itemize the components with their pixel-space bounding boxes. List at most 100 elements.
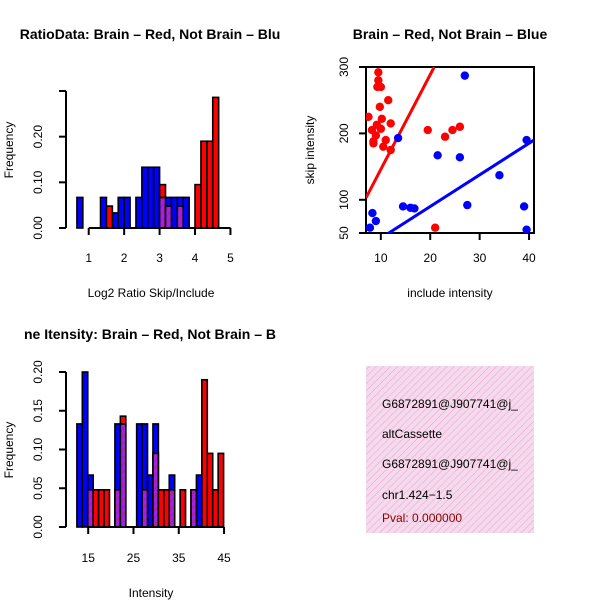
point-brain bbox=[448, 125, 457, 135]
info-pval: Pval: 0.000000 bbox=[382, 511, 462, 525]
x-axis-label: include intensity bbox=[407, 286, 492, 300]
fit-line-brain bbox=[366, 67, 436, 199]
bar-not-brain bbox=[141, 166, 149, 229]
bar-brain bbox=[92, 488, 100, 528]
point-brain bbox=[455, 122, 465, 131]
bar-brain bbox=[97, 488, 105, 528]
chart-title: Brain – Red, Not Brain – Blue bbox=[353, 26, 548, 42]
bar-not-brain bbox=[117, 196, 125, 229]
point-brain bbox=[374, 76, 383, 85]
bar-not-brain bbox=[76, 423, 84, 528]
bar-overlap bbox=[141, 488, 149, 528]
bar-overlap bbox=[190, 488, 198, 528]
bar-not-brain bbox=[146, 166, 155, 229]
bar-brain bbox=[211, 96, 220, 229]
point-not-brain bbox=[522, 225, 531, 233]
point-not-brain bbox=[366, 223, 375, 232]
point-brain bbox=[430, 223, 440, 232]
point-not-brain bbox=[398, 202, 408, 211]
y-tick-label: 0.10 bbox=[31, 170, 45, 194]
y-tick-label: 0.20 bbox=[31, 360, 45, 384]
y-tick-label: 0.20 bbox=[31, 125, 45, 149]
bar-not-brain bbox=[111, 212, 120, 229]
bar-brain bbox=[211, 488, 219, 528]
bar-brain bbox=[163, 488, 171, 528]
point-brain bbox=[384, 96, 393, 105]
y-tick-label: 0.00 bbox=[31, 216, 45, 240]
y-tick-label: 0.05 bbox=[31, 476, 45, 500]
bar-brain bbox=[200, 140, 208, 229]
bar-overlap bbox=[86, 488, 94, 528]
point-not-brain bbox=[460, 71, 470, 80]
bar-brain bbox=[206, 452, 214, 528]
bars-group bbox=[76, 371, 225, 528]
info-line-gene-2: G6872891@J907741@j_ bbox=[382, 457, 518, 471]
x-axis-label: Log2 Ratio Skip/Include bbox=[88, 286, 215, 300]
y-tick-label: 100 bbox=[337, 189, 351, 209]
points-group bbox=[366, 67, 534, 233]
x-tick-label: 45 bbox=[217, 551, 231, 565]
point-brain bbox=[379, 142, 388, 151]
bar-brain bbox=[201, 378, 209, 528]
axes-group: 15 25 35 45 0.00 0.05 0.10 0.15 0.20 bbox=[31, 360, 231, 565]
point-not-brain bbox=[410, 204, 419, 213]
bar-not-brain bbox=[182, 196, 190, 229]
point-not-brain bbox=[368, 208, 377, 218]
bar-overlap bbox=[152, 452, 160, 528]
x-tick-label: 20 bbox=[424, 251, 438, 265]
plot-frame bbox=[365, 66, 535, 234]
point-not-brain bbox=[519, 202, 529, 211]
x-tick-label: 35 bbox=[172, 551, 186, 565]
bar-not-brain bbox=[123, 196, 131, 229]
bar-brain bbox=[217, 452, 225, 528]
bar-brain bbox=[105, 205, 114, 229]
y-tick-label: 0.15 bbox=[31, 399, 45, 423]
point-brain bbox=[375, 102, 385, 112]
point-not-brain bbox=[522, 135, 531, 145]
info-box: G6872891@J907741@j_ altCassette G6872891… bbox=[366, 366, 534, 533]
point-not-brain bbox=[371, 216, 381, 226]
bar-overlap bbox=[158, 196, 167, 229]
x-axis-label: Intensity bbox=[129, 586, 174, 600]
bar-not-brain bbox=[170, 196, 179, 229]
chart-title: ne Itensity: Brain – Red, Not Brain – B bbox=[24, 326, 276, 342]
y-tick-label: 200 bbox=[337, 123, 351, 143]
scatter-panel: Brain – Red, Not Brain – Blue include in… bbox=[303, 26, 547, 300]
bar-brain bbox=[119, 415, 127, 425]
point-brain bbox=[386, 145, 395, 155]
bar-not-brain bbox=[146, 474, 154, 528]
point-brain bbox=[371, 131, 381, 140]
point-not-brain bbox=[463, 200, 472, 210]
axes-group: 1 2 3 4 5 0.00 0.10 0.20 bbox=[31, 90, 234, 265]
info-line-event-type: altCassette bbox=[382, 427, 442, 441]
y-axis-label: Frequency bbox=[2, 422, 16, 479]
x-tick-label: 40 bbox=[522, 251, 536, 265]
point-not-brain bbox=[495, 171, 504, 180]
y-axis-label: skip intensity bbox=[303, 116, 317, 185]
point-not-brain bbox=[433, 151, 442, 160]
bar-not-brain bbox=[81, 371, 89, 528]
info-line-location: chr1.424−1.5 bbox=[382, 488, 453, 502]
bar-overlap bbox=[176, 205, 185, 229]
x-tick-label: 10 bbox=[374, 251, 388, 265]
x-tick-label: 1 bbox=[85, 251, 92, 265]
bar-not-brain bbox=[135, 196, 143, 229]
bar-overlap bbox=[164, 205, 173, 229]
axes-group: 10 20 30 40 50 100 200 300 bbox=[337, 57, 536, 265]
bar-brain bbox=[206, 140, 214, 229]
x-tick-label: 3 bbox=[156, 251, 163, 265]
bar-not-brain bbox=[152, 166, 161, 229]
bar-brain bbox=[194, 183, 202, 229]
bar-overlap bbox=[168, 488, 176, 528]
bar-brain bbox=[157, 488, 165, 528]
y-tick-label: 300 bbox=[337, 57, 351, 77]
bar-not-brain bbox=[99, 196, 108, 229]
info-line-gene: G6872891@J907741@j_ bbox=[382, 397, 518, 411]
ratio-histogram-panel: RatioData: Brain – Red, Not Brain – Blu … bbox=[2, 26, 280, 300]
bar-brain bbox=[179, 488, 187, 528]
point-brain bbox=[386, 119, 395, 128]
point-not-brain bbox=[455, 153, 465, 162]
info-box-background bbox=[366, 366, 534, 533]
point-brain bbox=[369, 139, 378, 148]
